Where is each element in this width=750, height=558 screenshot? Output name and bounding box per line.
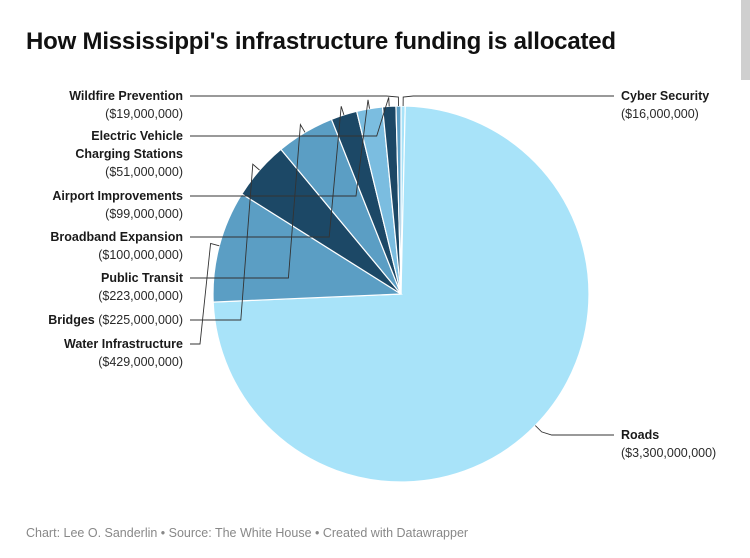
pie-slices bbox=[212, 105, 590, 483]
slice-label-value: ($100,000,000) bbox=[98, 248, 183, 262]
slice-label-value: ($3,300,000,000) bbox=[621, 446, 716, 460]
pie-chart: Cyber Security ($16,000,000) Roads ($3,300,… bbox=[48, 89, 716, 483]
scrollbar[interactable] bbox=[741, 0, 750, 80]
leader-line-water-infrastructure bbox=[190, 242, 220, 345]
slice-label-name: Roads bbox=[621, 428, 659, 442]
slice-label-value: ($429,000,000) bbox=[98, 355, 183, 369]
leader-line-wildfire-prevention bbox=[190, 95, 399, 107]
slice-label-value: ($99,000,000) bbox=[105, 207, 183, 221]
slice-label-airport-improvements: Airport Improvements ($99,000,000) bbox=[52, 189, 183, 221]
slice-label-value: ($19,000,000) bbox=[105, 107, 183, 121]
leader-line-cyber-security bbox=[402, 95, 614, 107]
slice-label-public-transit: Public Transit ($223,000,000) bbox=[98, 271, 184, 303]
slice-label-value: ($223,000,000) bbox=[98, 289, 183, 303]
leader-lines bbox=[190, 95, 614, 436]
slice-label-name: Charging Stations bbox=[75, 147, 183, 161]
slice-label-name: Electric Vehicle bbox=[91, 129, 183, 143]
leader-line-electric-vehicle-charging-stations bbox=[190, 97, 390, 137]
chart-title: How Mississippi's infrastructure funding… bbox=[26, 28, 616, 55]
slice-label-broadband-expansion: Broadband Expansion ($100,000,000) bbox=[50, 230, 183, 262]
slice-label-value: ($51,000,000) bbox=[105, 165, 183, 179]
slice-label-name: Airport Improvements bbox=[52, 189, 183, 203]
slice-label-name: Wildfire Prevention bbox=[69, 89, 183, 103]
pie-slice-wildfire-prevention[interactable] bbox=[395, 105, 402, 295]
leader-line-airport-improvements bbox=[190, 99, 370, 197]
slice-label-cyber-security: Cyber Security ($16,000,000) bbox=[621, 89, 709, 121]
leader-line-bridges bbox=[190, 163, 260, 321]
slice-label-water-infrastructure: Water Infrastructure ($429,000,000) bbox=[64, 337, 183, 369]
slice-label-value: ($16,000,000) bbox=[621, 107, 699, 121]
slice-label-name: Broadband Expansion bbox=[50, 230, 183, 244]
slice-label-roads: Roads ($3,300,000,000) bbox=[621, 428, 716, 460]
slice-labels: Cyber Security ($16,000,000) Roads ($3,300,… bbox=[48, 89, 716, 460]
slice-label-name: Cyber Security bbox=[621, 89, 709, 103]
slice-label-text: Bridges ($225,000,000) bbox=[48, 313, 183, 327]
slice-label-electric-vehicle-charging-stations: Electric Vehicle Charging Stations ($51,00… bbox=[75, 129, 183, 179]
leader-line-public-transit bbox=[190, 123, 306, 279]
slice-label-name: Public Transit bbox=[101, 271, 184, 285]
slice-label-wildfire-prevention: Wildfire Prevention ($19,000,000) bbox=[69, 89, 183, 121]
chart-footer: Chart: Lee O. Sanderlin • Source: The Wh… bbox=[26, 526, 469, 540]
slice-label-name: Water Infrastructure bbox=[64, 337, 183, 351]
leader-line-broadband-expansion bbox=[190, 106, 345, 238]
leader-line-roads bbox=[534, 425, 614, 436]
slice-label-bridges: Bridges ($225,000,000) bbox=[48, 313, 183, 327]
